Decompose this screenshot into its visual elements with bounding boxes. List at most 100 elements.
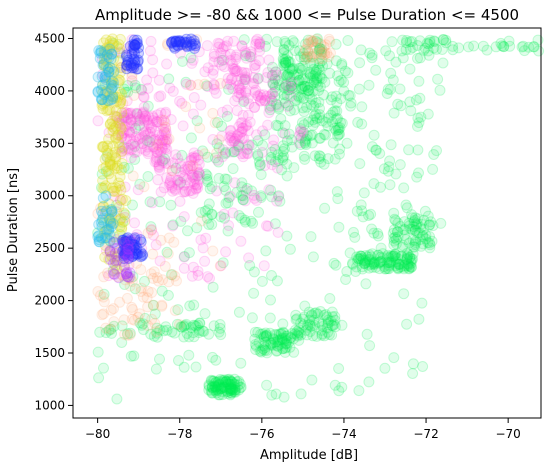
- scatter-point: [135, 83, 147, 95]
- scatter-point: [182, 225, 193, 237]
- scatter-point: [307, 70, 319, 82]
- scatter-point: [246, 139, 258, 151]
- scatter-point: [261, 379, 273, 391]
- scatter-point: [159, 153, 171, 165]
- scatter-point: [189, 178, 200, 190]
- scatter-point: [298, 106, 310, 118]
- scatter-point: [152, 174, 164, 186]
- scatter-point: [295, 91, 307, 103]
- scatter-point: [223, 83, 235, 95]
- scatter-point: [373, 257, 385, 269]
- scatter-point: [359, 257, 371, 269]
- scatter-point: [153, 144, 165, 156]
- scatter-point: [374, 252, 386, 263]
- scatter-point: [194, 122, 206, 134]
- scatter-point: [310, 66, 322, 78]
- scatter-point: [142, 148, 154, 160]
- scatter-point: [398, 224, 410, 236]
- scatter-point: [276, 333, 288, 345]
- scatter-point: [259, 342, 271, 353]
- scatter-point: [217, 376, 229, 388]
- scatter-point: [124, 267, 136, 279]
- scatter-point: [282, 55, 294, 67]
- scatter-point: [267, 61, 278, 73]
- scatter-point: [215, 383, 227, 395]
- scatter-point: [341, 137, 353, 149]
- scatter-point: [201, 170, 213, 182]
- scatter-point: [167, 85, 179, 97]
- scatter-point: [94, 326, 106, 338]
- scatter-point: [246, 185, 258, 197]
- scatter-point: [407, 42, 419, 53]
- scatter-point: [360, 278, 372, 290]
- scatter-point: [288, 104, 300, 116]
- scatter-point: [129, 217, 140, 229]
- scatter-point: [184, 160, 196, 172]
- scatter-point: [424, 34, 436, 46]
- scatter-point: [151, 156, 162, 168]
- scatter-point: [166, 180, 178, 192]
- scatter-point: [388, 232, 400, 244]
- scatter-point: [227, 83, 239, 95]
- x-axis: −80 −78 −76 −74 −72 −70: [85, 418, 521, 441]
- scatter-point: [151, 116, 163, 127]
- scatter-point: [207, 245, 219, 257]
- scatter-point: [306, 51, 318, 63]
- scatter-point: [176, 321, 188, 333]
- scatter-point: [282, 50, 294, 62]
- scatter-point: [307, 85, 319, 97]
- scatter-point: [227, 385, 239, 397]
- scatter-point: [98, 362, 109, 374]
- scatter-point: [203, 328, 215, 340]
- scatter-point: [98, 296, 110, 308]
- scatter-point: [406, 209, 418, 221]
- scatter-point: [248, 78, 260, 90]
- scatter-point: [156, 119, 168, 131]
- scatter-point: [363, 254, 375, 266]
- scatter-point: [300, 38, 311, 50]
- scatter-point: [212, 385, 224, 396]
- scatter-point: [303, 84, 315, 96]
- scatter-point: [394, 83, 406, 95]
- scatter-point: [144, 196, 156, 208]
- scatter-point: [271, 340, 283, 352]
- scatter-point: [128, 350, 140, 362]
- scatter-point: [344, 247, 356, 259]
- scatter-point: [243, 98, 255, 110]
- scatter-point: [277, 318, 289, 330]
- scatter-point: [116, 320, 128, 332]
- scatter-point: [177, 170, 189, 182]
- scatter-point: [116, 114, 128, 126]
- scatter-point: [240, 47, 252, 59]
- scatter-point: [294, 139, 306, 151]
- scatter-point: [107, 93, 118, 105]
- scatter-point: [282, 330, 294, 342]
- scatter-point: [262, 67, 274, 78]
- scatter-point: [289, 324, 301, 336]
- scatter-point: [212, 379, 224, 391]
- scatter-point: [369, 256, 381, 268]
- scatter-point: [268, 134, 280, 146]
- scatter-point: [125, 114, 137, 126]
- scatter-point: [104, 214, 116, 226]
- scatter-point: [154, 164, 166, 176]
- scatter-point: [147, 299, 159, 311]
- scatter-point: [211, 381, 223, 393]
- scatter-point: [233, 87, 245, 99]
- scatter-point: [299, 135, 311, 147]
- y-tick-label: 1000: [34, 398, 65, 412]
- scatter-point: [181, 174, 193, 186]
- scatter-point: [173, 355, 184, 366]
- scatter-point: [305, 310, 317, 322]
- scatter-point: [175, 166, 187, 178]
- scatter-point: [309, 150, 321, 162]
- scatter-point: [187, 108, 199, 120]
- scatter-point: [138, 113, 150, 124]
- scatter-point: [111, 393, 123, 405]
- scatter-point: [116, 131, 128, 143]
- scatter-point: [188, 319, 199, 331]
- scatter-point: [199, 255, 211, 267]
- scatter-point: [314, 72, 326, 84]
- scatter-point: [118, 83, 130, 95]
- scatter-point: [92, 231, 104, 243]
